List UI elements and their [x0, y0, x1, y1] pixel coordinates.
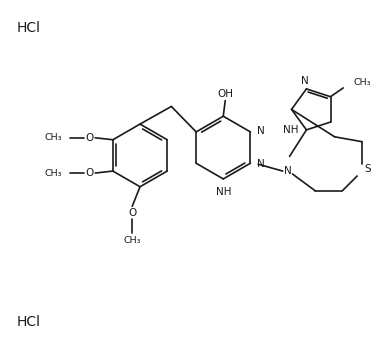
Text: HCl: HCl — [16, 21, 41, 35]
Text: OH: OH — [217, 89, 233, 99]
Text: O: O — [85, 168, 93, 178]
Text: CH₃: CH₃ — [45, 133, 62, 142]
Text: O: O — [85, 133, 93, 143]
Text: NH: NH — [215, 187, 231, 197]
Text: HCl: HCl — [16, 315, 41, 329]
Text: S: S — [364, 164, 371, 174]
Text: N: N — [301, 76, 308, 86]
Text: CH₃: CH₃ — [45, 169, 62, 177]
Text: CH₃: CH₃ — [353, 78, 371, 86]
Text: N: N — [257, 159, 265, 169]
Text: O: O — [128, 208, 136, 218]
Text: N: N — [284, 166, 292, 176]
Text: NH: NH — [283, 125, 299, 135]
Text: N: N — [257, 126, 265, 136]
Text: CH₃: CH₃ — [124, 236, 141, 245]
